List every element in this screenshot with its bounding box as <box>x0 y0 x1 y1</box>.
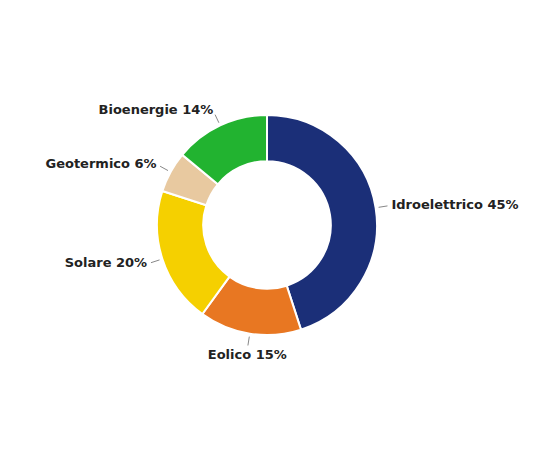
slice-label: Eolico 15% <box>208 347 287 362</box>
chart-container: Idroelettrico 45% Eolico 15% Solare 20% Geo… <box>0 0 534 450</box>
leader-line <box>215 115 219 123</box>
slice <box>157 191 229 314</box>
slice-label: Solare 20% <box>65 255 147 270</box>
labels: Idroelettrico 45% Eolico 15% Solare 20% Geo… <box>45 102 518 362</box>
slice <box>182 115 267 184</box>
slice-label: Geotermico 6% <box>45 156 156 171</box>
slice-label: Bioenergie 14% <box>99 102 214 117</box>
slices <box>157 115 377 335</box>
leader-line <box>248 337 249 346</box>
leader-line <box>379 206 388 207</box>
chart: Idroelettrico 45% Eolico 15% Solare 20% Geo… <box>0 0 534 450</box>
leader-line <box>160 166 168 170</box>
slice-label: Idroelettrico 45% <box>391 197 518 212</box>
leader-line <box>151 260 160 263</box>
